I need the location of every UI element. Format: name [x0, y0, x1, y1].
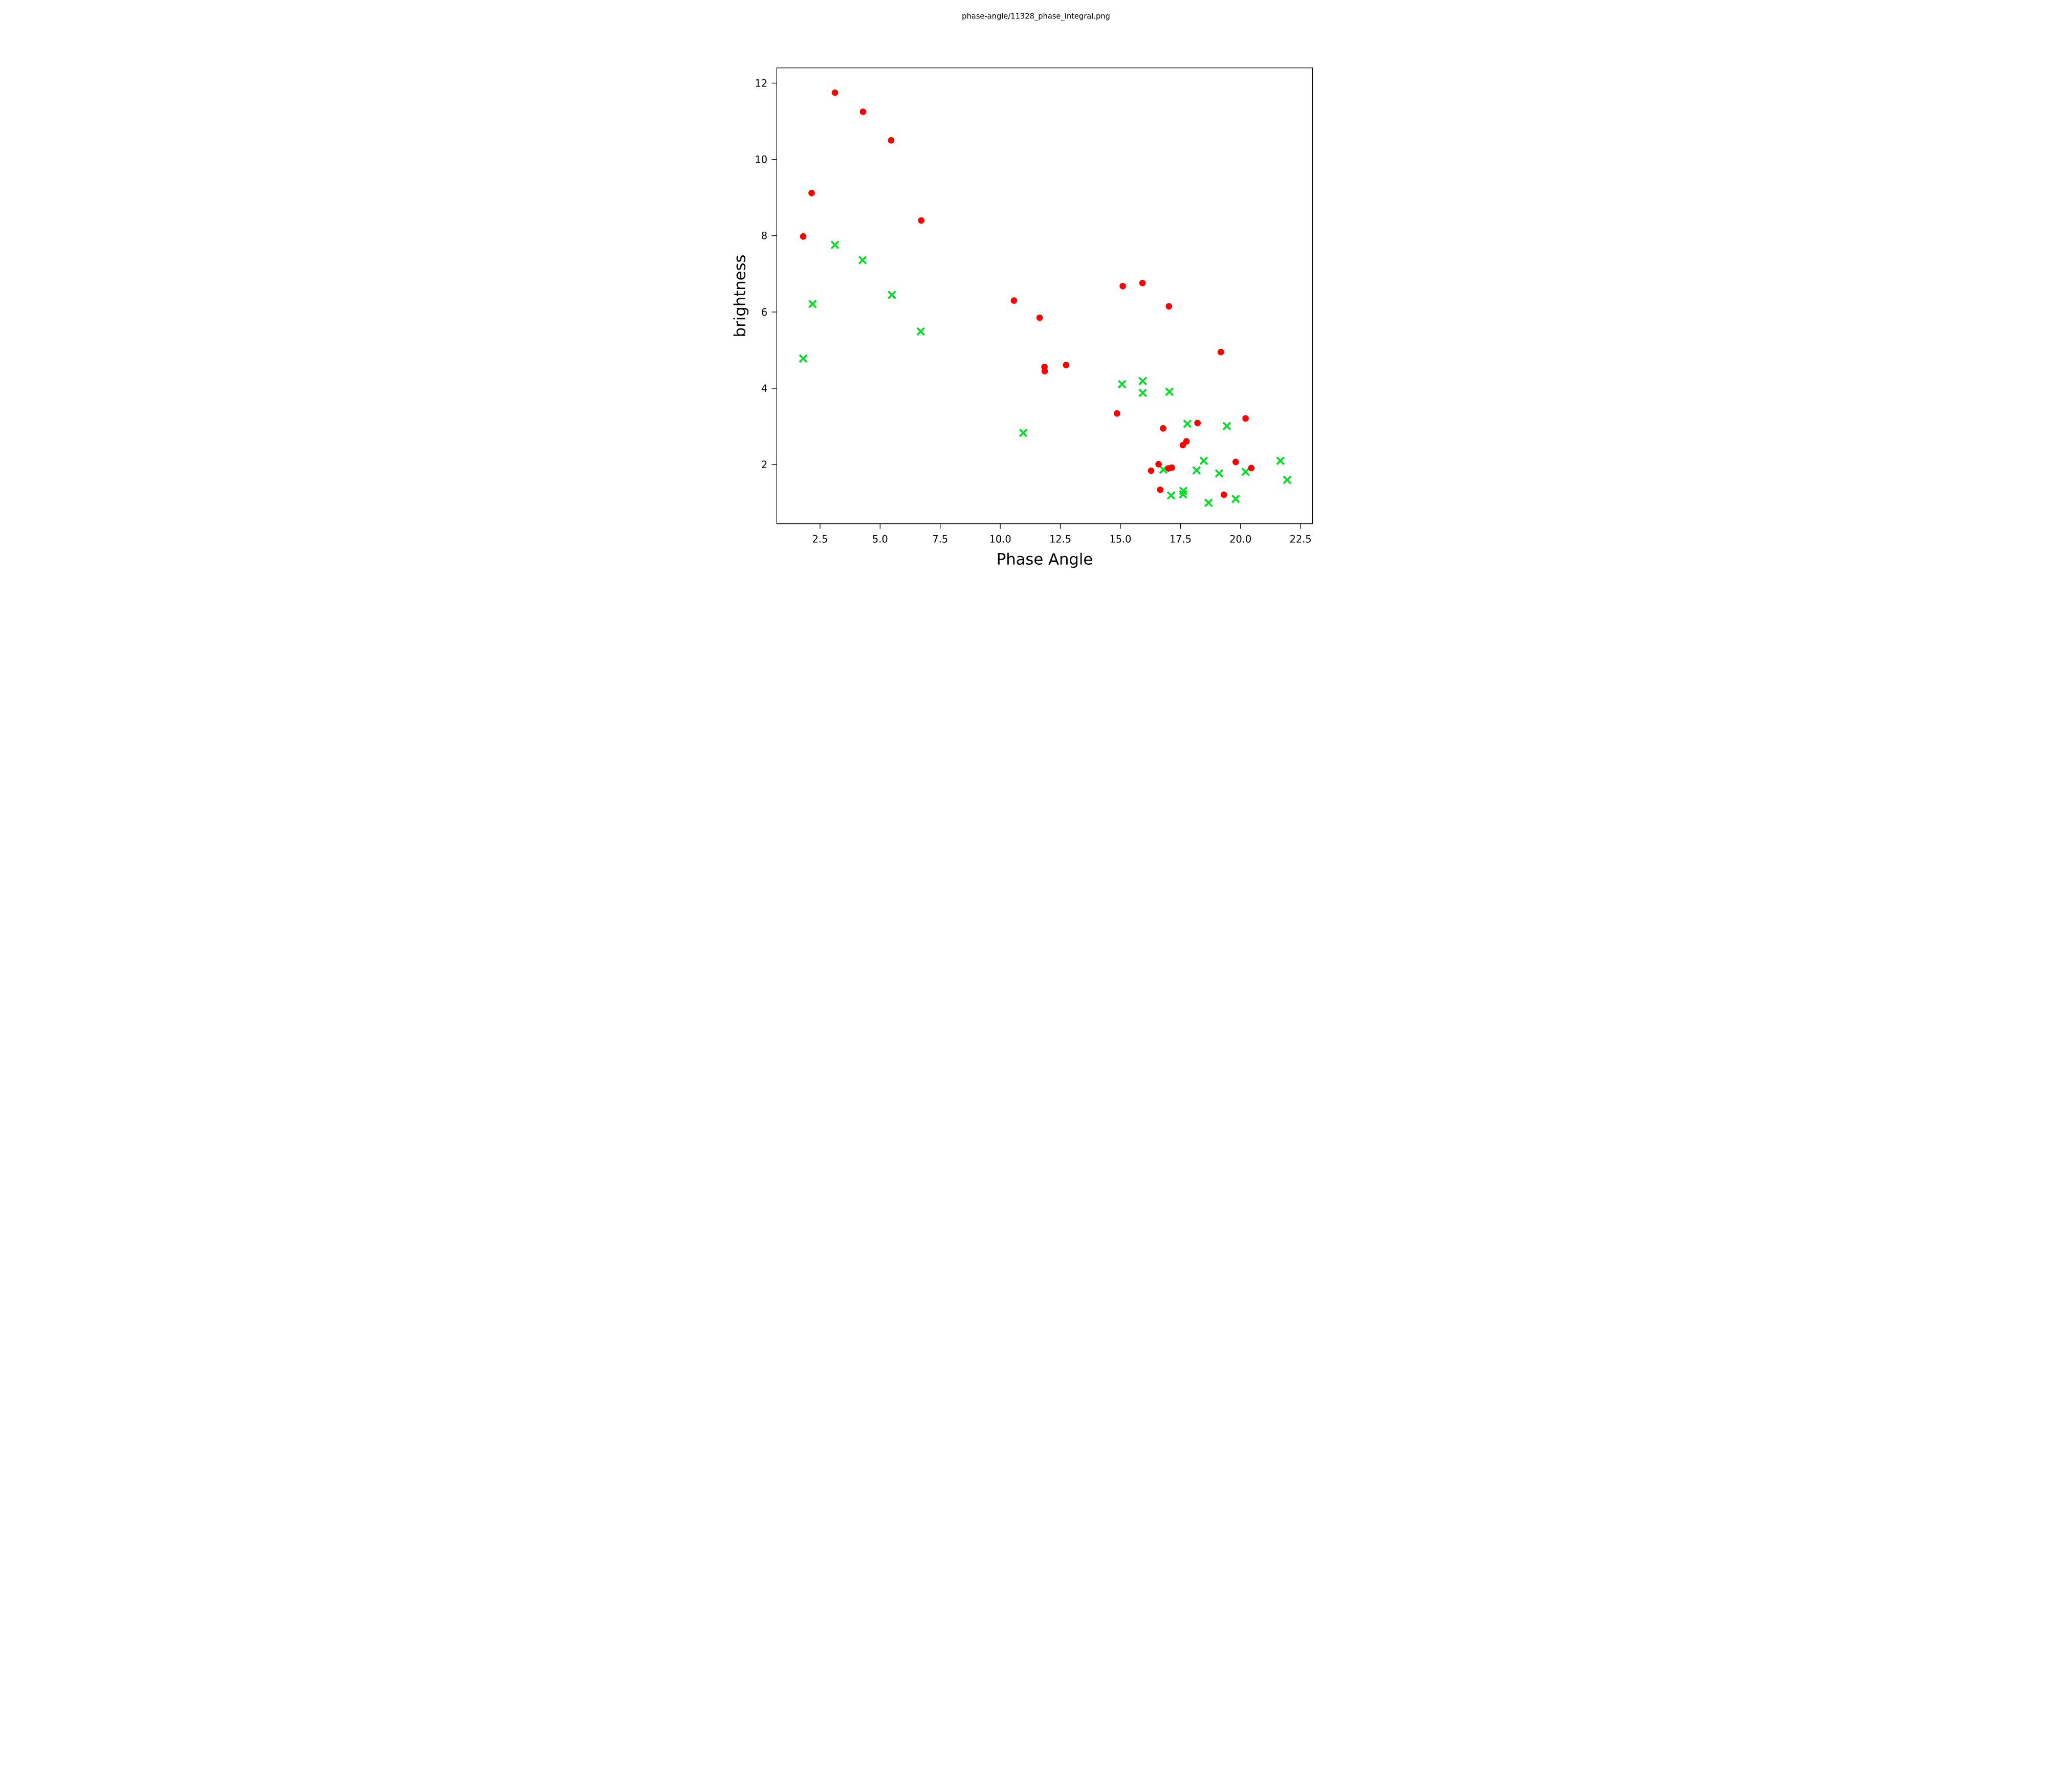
- green-x-scatter-point: [1165, 387, 1174, 396]
- green-x-scatter-point: [1179, 490, 1187, 499]
- red-scatter-point: [1139, 279, 1146, 286]
- red-scatter-point: [1242, 415, 1249, 422]
- y-axis-ticks: 2 4 6 8 10 12: [755, 77, 777, 471]
- y-axis-label: brightness: [732, 254, 750, 337]
- green-x-scatter-point: [1183, 420, 1192, 428]
- green-x-scatter-point: [1192, 466, 1201, 475]
- green-x-scatter-point: [1019, 428, 1028, 437]
- red-scatter-point: [859, 108, 867, 115]
- green-x-scatter-point: [916, 327, 925, 336]
- scatter-points: [799, 89, 1292, 507]
- green-x-scatter-point: [1204, 498, 1213, 507]
- red-scatter-point: [1155, 461, 1162, 468]
- red-scatter-point: [808, 189, 815, 196]
- green-x-scatter-point: [1138, 377, 1147, 386]
- y-tick-label: 12: [755, 77, 767, 89]
- green-x-scatter-point: [1283, 475, 1292, 484]
- x-tick-label: 20.0: [1229, 533, 1251, 545]
- x-tick-label: 15.0: [1109, 533, 1131, 545]
- y-tick-label: 4: [761, 383, 767, 394]
- green-x-scatter-point: [830, 240, 840, 249]
- red-scatter-point: [1063, 362, 1070, 368]
- green-x-scatter-point: [808, 299, 817, 308]
- red-scatter-point: [1036, 314, 1043, 321]
- chart-title: phase-angle/11328_phase_integral.png: [962, 12, 1110, 21]
- red-scatter-point: [1169, 464, 1175, 471]
- green-x-scatter-point: [1241, 467, 1250, 476]
- red-scatter-point: [1119, 282, 1126, 290]
- x-axis-label: Phase Angle: [997, 550, 1093, 568]
- red-scatter-point: [1041, 368, 1048, 374]
- red-scatter-point: [1217, 348, 1224, 356]
- plot-area-border: [776, 67, 1313, 524]
- red-scatter-point: [1183, 438, 1190, 445]
- x-tick-label: 5.0: [872, 533, 888, 545]
- y-tick-label: 8: [761, 230, 767, 242]
- green-x-scatter-point: [799, 354, 808, 363]
- figure-background: [691, 0, 1381, 588]
- green-x-scatter-point: [858, 256, 867, 264]
- red-scatter-point: [1157, 486, 1164, 493]
- x-tick-label: 17.5: [1170, 533, 1192, 545]
- x-tick-label: 2.5: [812, 533, 828, 545]
- x-tick-label: 7.5: [932, 533, 948, 545]
- green-x-scatter-point: [1117, 380, 1127, 389]
- red-scatter-point: [800, 233, 807, 240]
- y-tick-label: 2: [761, 459, 767, 471]
- red-scatter-point: [1010, 297, 1018, 304]
- red-scatter-point: [831, 89, 839, 96]
- red-scatter-point: [1232, 458, 1239, 466]
- x-tick-label: 10.0: [989, 533, 1011, 545]
- x-tick-label: 22.5: [1290, 533, 1312, 545]
- red-scatter-point: [1148, 467, 1155, 474]
- green-x-scatter-point: [1166, 491, 1176, 500]
- x-axis-ticks: 2.5 5.0 7.5 10.0 12.5 15.0 17.5 20.0 22.5: [812, 523, 1312, 545]
- green-x-scatter-point: [1199, 456, 1208, 465]
- red-scatter-point: [1160, 425, 1166, 432]
- x-tick-label: 12.5: [1049, 533, 1071, 545]
- green-x-scatter-point: [1138, 388, 1147, 398]
- red-scatter-point: [1248, 465, 1255, 472]
- red-scatter-point: [1165, 303, 1173, 310]
- y-tick-label: 10: [755, 154, 767, 166]
- green-x-scatter-point: [1276, 456, 1285, 465]
- red-scatter-point: [1221, 491, 1227, 498]
- figure: phase-angle/11328_phase_integral.png 2.5…: [691, 0, 1381, 588]
- scatter-plot-figure: phase-angle/11328_phase_integral.png 2.5…: [691, 0, 1381, 588]
- red-scatter-point: [1194, 420, 1201, 427]
- red-scatter-point: [918, 217, 924, 224]
- y-tick-label: 6: [761, 306, 767, 318]
- green-x-scatter-point: [1215, 469, 1224, 478]
- red-scatter-point: [1114, 410, 1120, 417]
- green-x-scatter-point: [888, 291, 896, 299]
- green-x-scatter-point: [1222, 422, 1231, 431]
- green-x-scatter-point: [1231, 494, 1240, 503]
- red-scatter-point: [888, 137, 895, 144]
